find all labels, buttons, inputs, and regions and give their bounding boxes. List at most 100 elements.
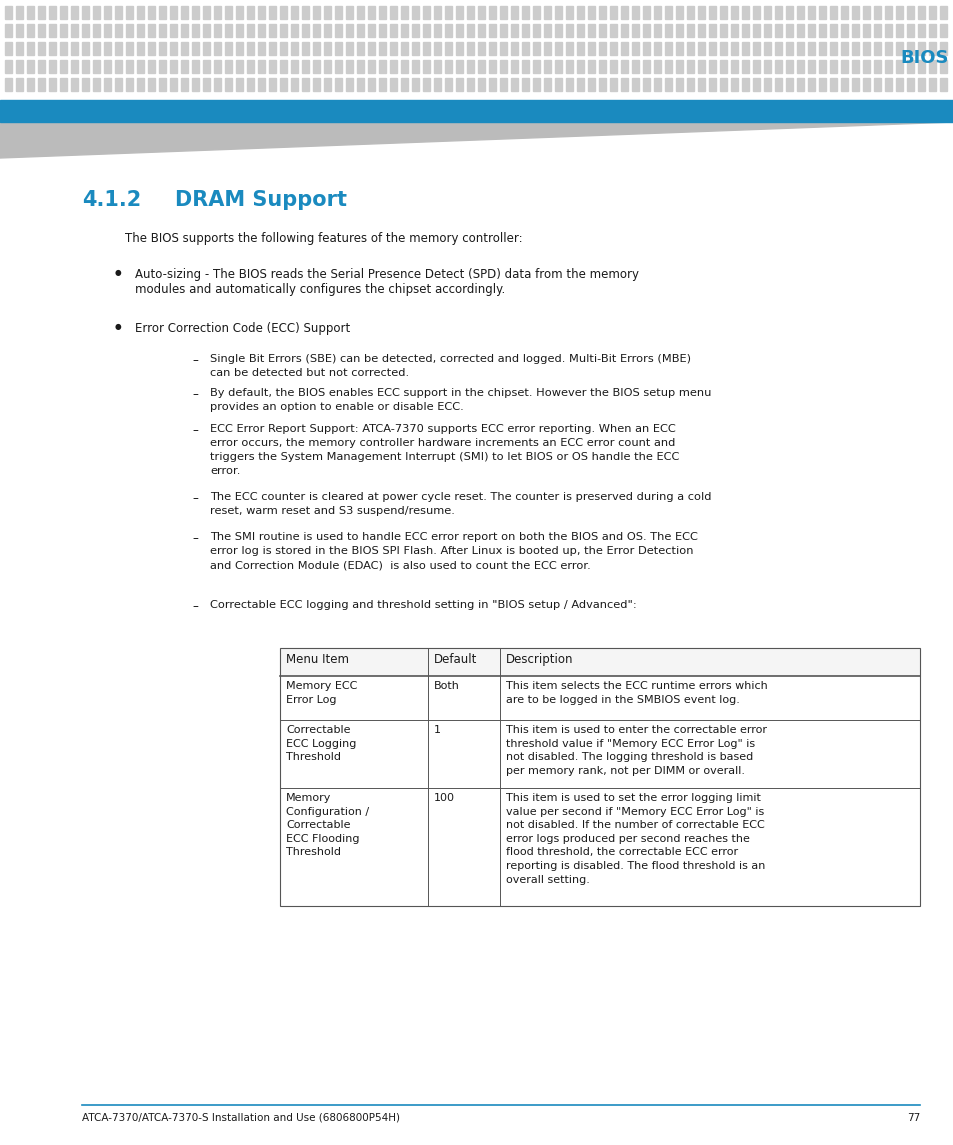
Bar [126, 24, 132, 37]
Bar [368, 78, 375, 90]
Bar [511, 24, 517, 37]
Text: By default, the BIOS enables ECC support in the chipset. However the BIOS setup : By default, the BIOS enables ECC support… [210, 388, 711, 412]
Bar [49, 6, 56, 19]
Bar [444, 78, 452, 90]
Bar [235, 42, 243, 55]
Bar [27, 6, 34, 19]
Bar [5, 78, 12, 90]
Bar [137, 6, 144, 19]
Bar [741, 78, 748, 90]
Text: BIOS: BIOS [899, 49, 947, 68]
Bar [577, 6, 583, 19]
Bar [27, 42, 34, 55]
Bar [235, 60, 243, 73]
Bar [841, 42, 847, 55]
Bar [225, 24, 232, 37]
Bar [654, 42, 660, 55]
Bar [49, 78, 56, 90]
Bar [467, 60, 474, 73]
Polygon shape [0, 123, 953, 158]
Bar [280, 24, 287, 37]
Bar [269, 24, 275, 37]
Text: 4.1.2: 4.1.2 [82, 190, 141, 210]
Bar [148, 78, 154, 90]
Bar [302, 60, 309, 73]
Bar [291, 24, 297, 37]
Bar [631, 60, 639, 73]
Bar [302, 78, 309, 90]
Bar [555, 42, 561, 55]
Text: 100: 100 [434, 793, 455, 803]
Bar [269, 42, 275, 55]
Bar [521, 78, 529, 90]
Bar [818, 60, 825, 73]
Bar [434, 78, 440, 90]
Bar [829, 6, 836, 19]
Bar [280, 78, 287, 90]
Bar [291, 6, 297, 19]
Bar [928, 24, 935, 37]
Bar [511, 78, 517, 90]
Bar [720, 42, 726, 55]
Bar [477, 78, 484, 90]
Bar [555, 6, 561, 19]
Bar [785, 24, 792, 37]
Bar [213, 42, 221, 55]
Bar [664, 6, 671, 19]
Bar [763, 42, 770, 55]
Bar [818, 78, 825, 90]
Bar [356, 60, 364, 73]
Bar [16, 78, 23, 90]
Bar [49, 60, 56, 73]
Bar [400, 42, 408, 55]
Bar [851, 42, 858, 55]
Bar [499, 6, 506, 19]
Bar [489, 78, 496, 90]
Text: DRAM Support: DRAM Support [174, 190, 347, 210]
Bar [390, 78, 396, 90]
Bar [841, 60, 847, 73]
Bar [302, 6, 309, 19]
Bar [511, 60, 517, 73]
Bar [499, 78, 506, 90]
Bar [906, 24, 913, 37]
Bar [378, 60, 386, 73]
Bar [159, 78, 166, 90]
Bar [818, 6, 825, 19]
Bar [829, 24, 836, 37]
Bar [917, 60, 924, 73]
Bar [565, 60, 573, 73]
Bar [422, 42, 430, 55]
Bar [192, 6, 199, 19]
Bar [422, 24, 430, 37]
Text: Correctable
ECC Logging
Threshold: Correctable ECC Logging Threshold [286, 725, 356, 763]
Bar [654, 24, 660, 37]
Bar [60, 42, 67, 55]
Bar [609, 24, 617, 37]
Bar [115, 60, 122, 73]
Bar [324, 78, 331, 90]
Bar [841, 6, 847, 19]
Bar [27, 78, 34, 90]
Bar [851, 24, 858, 37]
Bar [356, 24, 364, 37]
Bar [16, 60, 23, 73]
Bar [335, 24, 341, 37]
Bar [422, 78, 430, 90]
Bar [521, 6, 529, 19]
Bar [412, 6, 418, 19]
Text: Error Correction Code (ECC) Support: Error Correction Code (ECC) Support [135, 322, 350, 335]
Bar [247, 42, 253, 55]
Bar [939, 60, 946, 73]
Bar [654, 6, 660, 19]
Bar [444, 60, 452, 73]
Bar [49, 42, 56, 55]
Bar [444, 42, 452, 55]
Bar [565, 42, 573, 55]
Bar [280, 648, 919, 906]
Bar [280, 648, 919, 676]
Bar [829, 60, 836, 73]
Bar [181, 6, 188, 19]
Bar [796, 42, 803, 55]
Bar [642, 42, 649, 55]
